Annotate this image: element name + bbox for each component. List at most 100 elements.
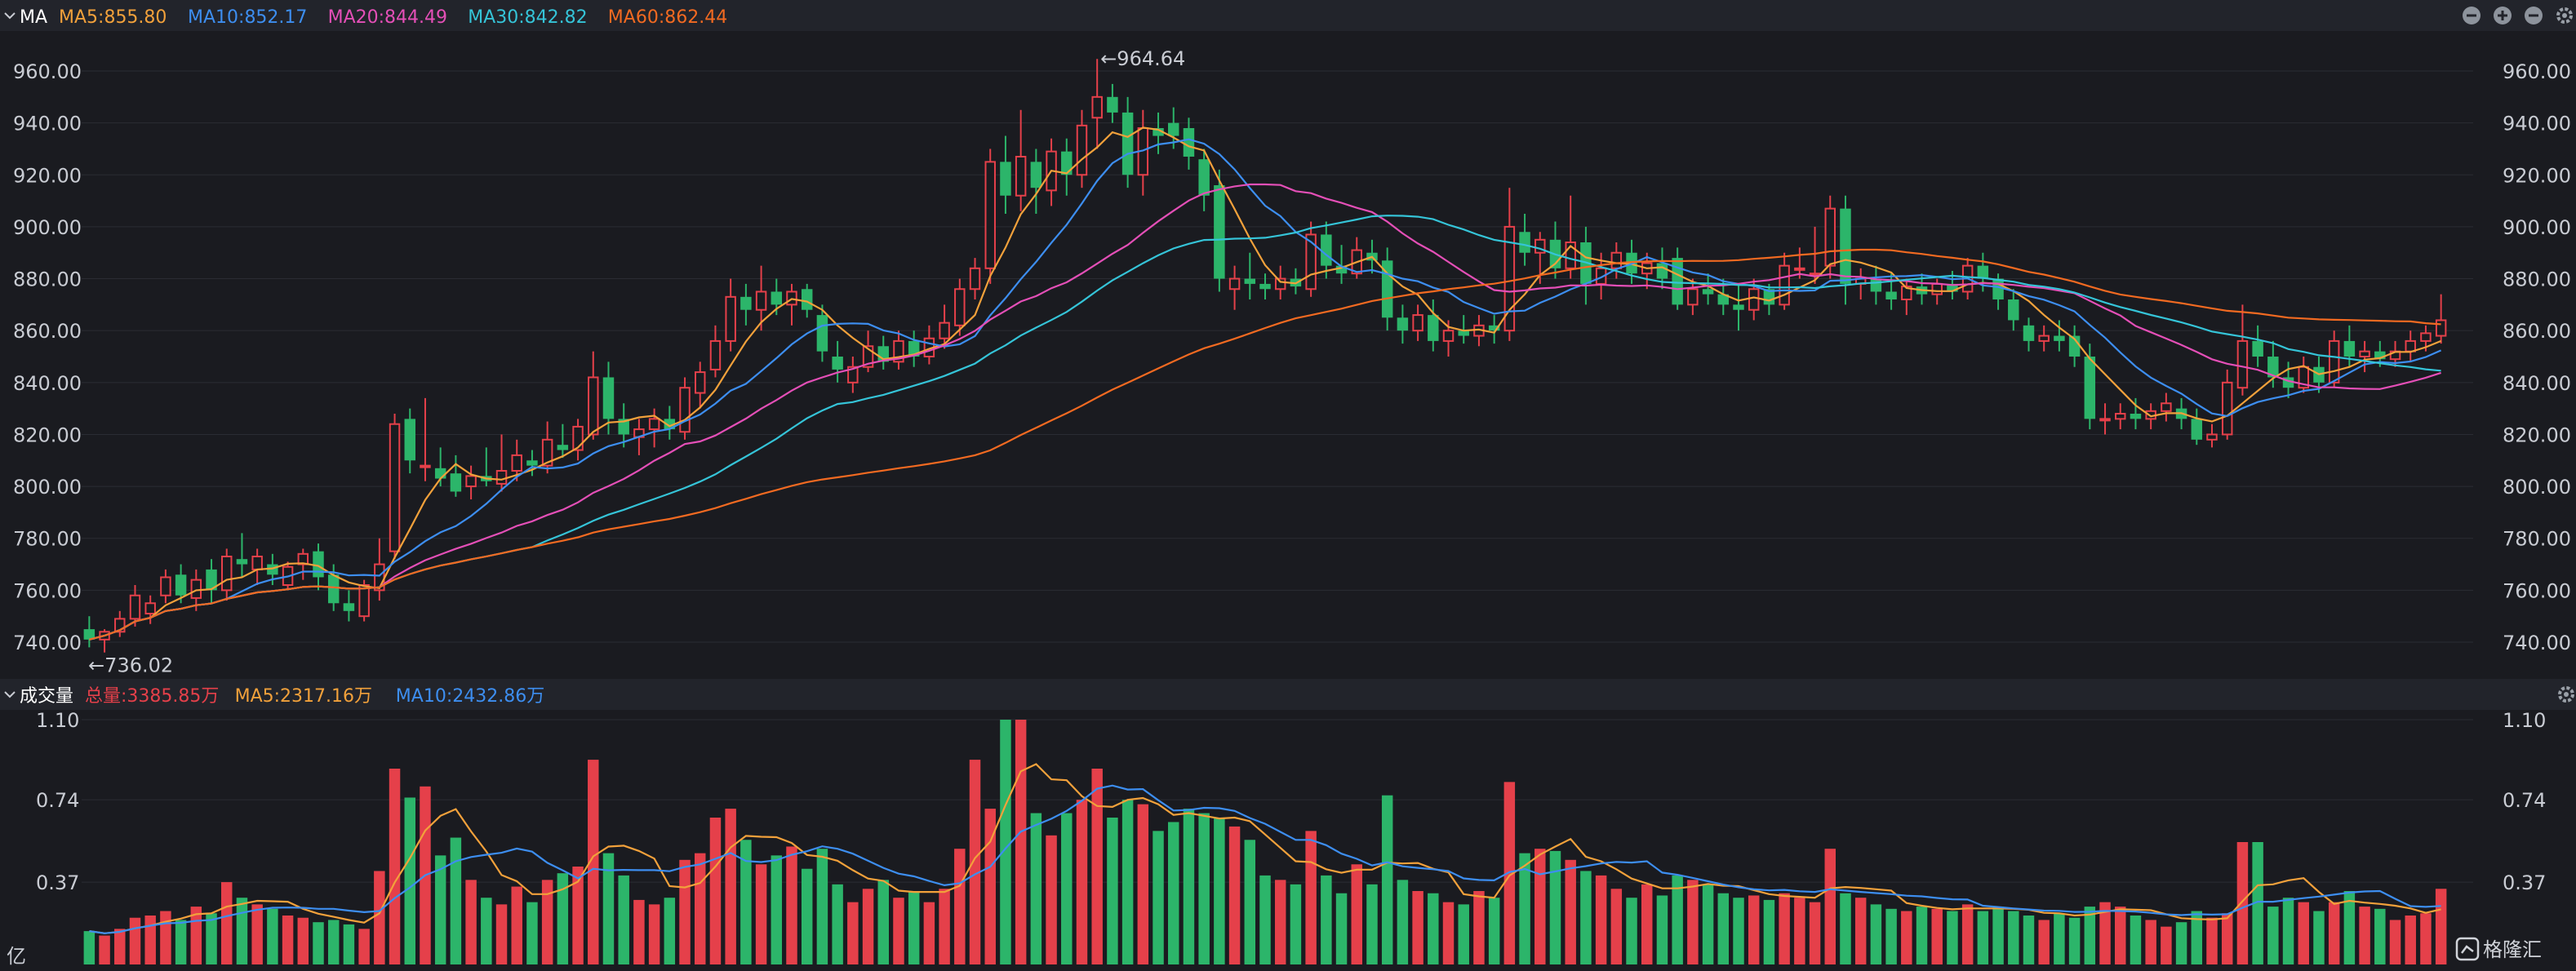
candle-down [1488,315,1500,344]
gear-button[interactable] [2556,7,2573,24]
candle-down [450,454,462,497]
volume-bar-up [1931,908,1943,964]
volume-bar-down [1717,893,1730,964]
candle-up [1565,195,1576,279]
volume-bar-down [175,920,187,964]
volume-bar-down [1214,818,1225,964]
candle-down [206,559,217,604]
volume-bar-down [2175,922,2187,964]
volume-bar-down [2343,891,2356,964]
volume-bar-up [2099,902,2111,964]
volume-bar-down [343,924,355,964]
volume-unit-label: 亿 [7,945,26,968]
price-indicator-name[interactable]: MA [20,7,47,28]
volume-bar-up [1794,898,1805,964]
candle-up [847,357,859,393]
volume-bar-down [1381,795,1393,964]
volume-bar-up [954,849,966,964]
volume-bar-up [847,902,859,964]
volume-bar-up [1351,864,1362,964]
volume-panel-name[interactable]: 成交量 [20,686,73,707]
volume-bar-down [1672,875,1683,964]
candle-up [969,258,981,299]
volume-panel-collapse-toggle[interactable] [4,691,16,698]
volume-y-tick-label: 0.37 [36,871,79,894]
volume-bar-down [1198,813,1210,964]
volume-bar-up [1503,782,1516,964]
candle-up [725,278,736,352]
volume-bar-down [481,898,492,964]
candle-up [1274,265,1286,299]
price-y-tick-label: 880.00 [2503,268,2571,291]
min-price-annotation: ←736.02 [88,654,173,677]
volume-bar-up [358,929,370,964]
minus-circle-button[interactable] [2463,7,2481,24]
volume-bar-up [1534,849,1546,964]
volume-bar-up [221,882,233,964]
volume-bar-up [389,769,401,964]
volume-bar-up [695,853,706,964]
candle-down [2267,340,2279,388]
volume-bar-down [313,922,324,964]
volume-bar-up [282,916,294,964]
volume-bar-down [2282,898,2294,964]
volume-bar-up [1687,880,1699,964]
candle-up [2038,325,2050,352]
volume-bar-up [588,760,599,964]
volume-bar-down [1290,884,1302,964]
volume-bar-down [1030,813,1042,964]
candle-up [709,325,722,378]
price-ma10-line [89,138,2442,641]
plus-circle-button[interactable] [2494,7,2512,24]
volume-bar-up [1824,849,1836,964]
price-panel-collapse-toggle[interactable] [4,12,16,20]
volume-bar-up [1137,804,1149,964]
candle-down [526,450,538,477]
price-y-tick-label: 920.00 [13,164,82,187]
volume-bar-up [160,911,171,964]
candle-down [2191,408,2203,446]
volume-bar-up [1779,893,1790,964]
volume-bar-up [786,846,797,964]
volume-y-tick-label: 0.37 [2503,871,2546,894]
volume-settings-button[interactable] [2558,686,2574,703]
volume-bar-up [2328,902,2340,964]
volume-bar-up [1809,902,1821,964]
volume-bar-down [1885,908,1897,964]
candle-down [1198,149,1210,211]
volume-bar-down [664,898,676,964]
volume-bar-up [2405,916,2416,964]
candle-up [1503,188,1516,341]
volume-bar-down [2084,907,2096,964]
candle-down [1030,149,1042,214]
volume-bar-up [1901,911,1912,964]
volume-bar-up [2038,920,2050,964]
candle-down [1519,214,1530,266]
price-ma60-line [89,248,2441,641]
candle-down [557,423,569,459]
candle-down [1672,247,1683,310]
price-y-tick-label: 860.00 [13,320,82,343]
candle-down [2343,325,2356,367]
price-y-axis-right: 960.00 940.00 920.00 900.00 880.00 860.00 840.… [2503,60,2571,654]
minus-circle-button[interactable] [2525,7,2543,24]
volume-bar-down [327,920,340,964]
price-header-bar [0,0,2576,31]
volume-bar-up [1595,875,1607,964]
volume-bar-down [908,891,920,964]
volume-bar-down [2008,911,2019,964]
volume-bar-down [267,908,278,964]
candle-down [1335,245,1348,284]
volume-bar-up [633,899,645,964]
volume-bar-down [2130,916,2142,964]
volume-bar-down [2252,842,2263,964]
candle-up [2420,325,2432,352]
candle-up [1015,109,1027,211]
volume-bar-up [725,809,736,964]
candle-up [984,149,996,284]
price-y-tick-label: 940.00 [13,113,82,135]
candle-up [358,579,370,622]
volume-bar-down [1335,893,1348,964]
volume-bar-down [1121,800,1134,964]
candle-down [1061,138,1073,196]
